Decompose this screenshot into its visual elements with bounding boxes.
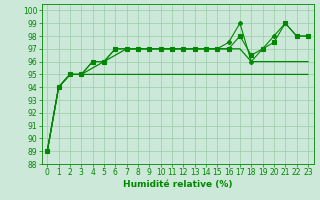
X-axis label: Humidité relative (%): Humidité relative (%): [123, 180, 232, 189]
